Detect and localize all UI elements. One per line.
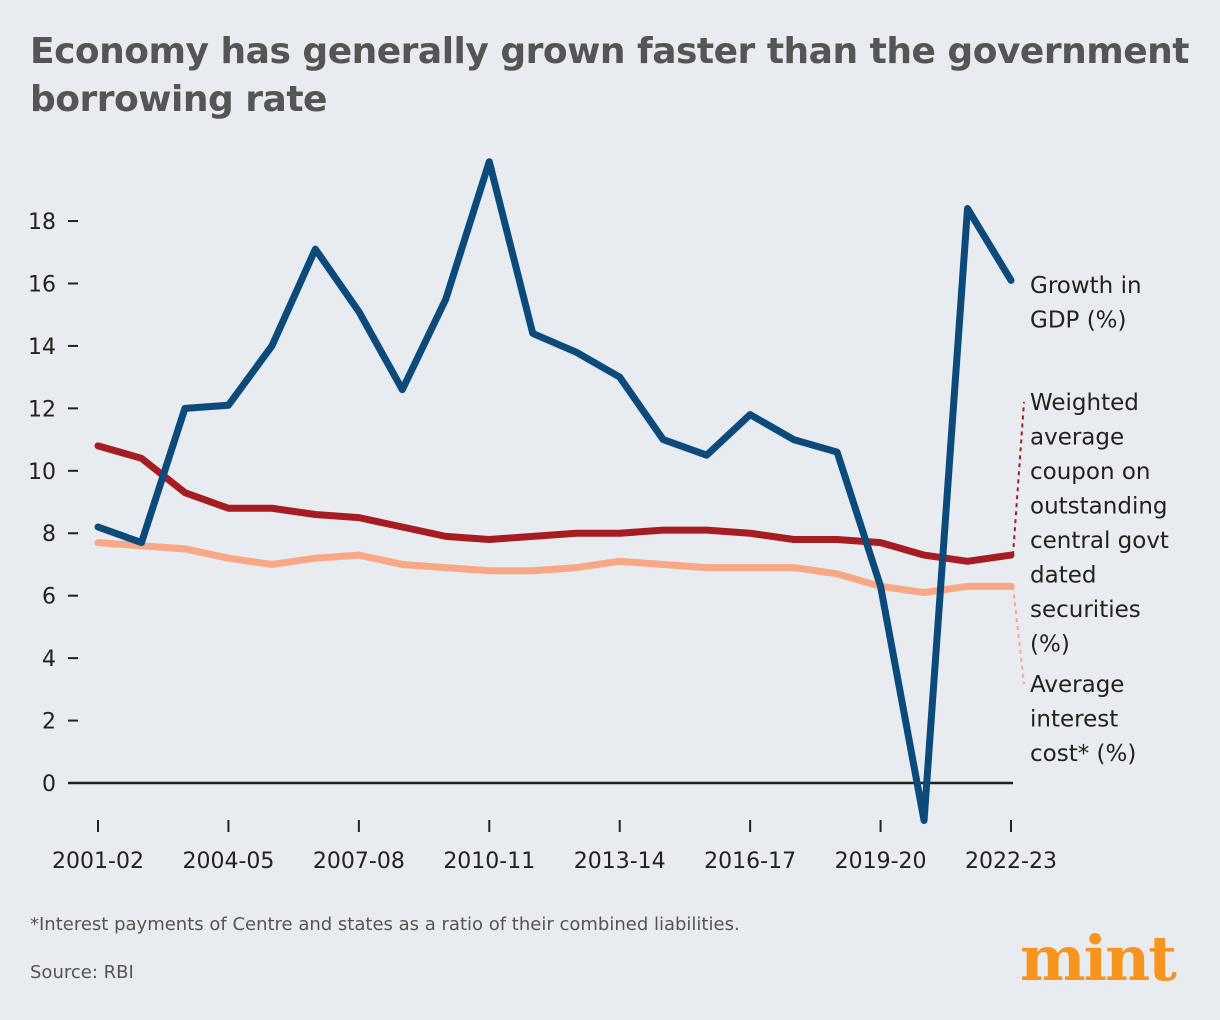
y-tick-label: 4 — [42, 647, 56, 672]
y-tick-label: 16 — [28, 272, 56, 297]
x-tick-label: 2001-02 — [52, 849, 144, 874]
series-label-coupon: Weighted — [1030, 390, 1139, 416]
series-label-coupon: dated — [1030, 563, 1096, 589]
series-line-gdp-growth — [94, 158, 1015, 824]
series-label-interest: interest — [1030, 707, 1118, 733]
x-tick-label: 2007-08 — [313, 849, 405, 874]
series-label-gdp: GDP (%) — [1030, 308, 1127, 334]
series-label-coupon: (%) — [1030, 632, 1070, 658]
x-tick-label: 2004-05 — [182, 849, 274, 874]
chart-title: Economy has generally grown faster than … — [30, 31, 1189, 120]
source: Source: RBI — [30, 962, 134, 983]
y-tick-label: 6 — [42, 585, 56, 610]
series-label-coupon: outstanding — [1030, 494, 1168, 520]
series-label-interest: Average — [1030, 672, 1124, 698]
series-label-coupon: securities — [1030, 597, 1141, 623]
series-label-coupon: average — [1030, 425, 1124, 451]
series-line-interest-cost — [94, 539, 1015, 597]
series-line-coupon-rate — [94, 442, 1015, 565]
y-tick-label: 0 — [42, 772, 56, 797]
y-tick-label: 8 — [42, 522, 56, 547]
coupon-leader-line — [1012, 401, 1025, 556]
y-tick-label: 2 — [42, 710, 56, 735]
x-tick-label: 2022-23 — [965, 849, 1057, 874]
series-label-coupon: central govt — [1030, 528, 1169, 554]
y-tick-label: 10 — [28, 460, 56, 485]
y-tick-label: 14 — [28, 335, 56, 360]
footnote: *Interest payments of Centre and states … — [30, 914, 740, 935]
y-tick-label: 18 — [28, 210, 56, 235]
y-tick-label: 12 — [28, 397, 56, 422]
mint-logo: mint — [1020, 922, 1177, 995]
x-tick-label: 2010-11 — [443, 849, 535, 874]
x-tick-label: 2016-17 — [704, 849, 796, 874]
interest-leader-line — [1012, 586, 1025, 685]
x-tick-label: 2019-20 — [835, 849, 927, 874]
series-label-coupon: coupon on — [1030, 459, 1151, 485]
x-tick-label: 2013-14 — [574, 849, 666, 874]
series-label-interest: cost* (%) — [1030, 741, 1136, 767]
series-label-gdp: Growth in — [1030, 273, 1142, 299]
